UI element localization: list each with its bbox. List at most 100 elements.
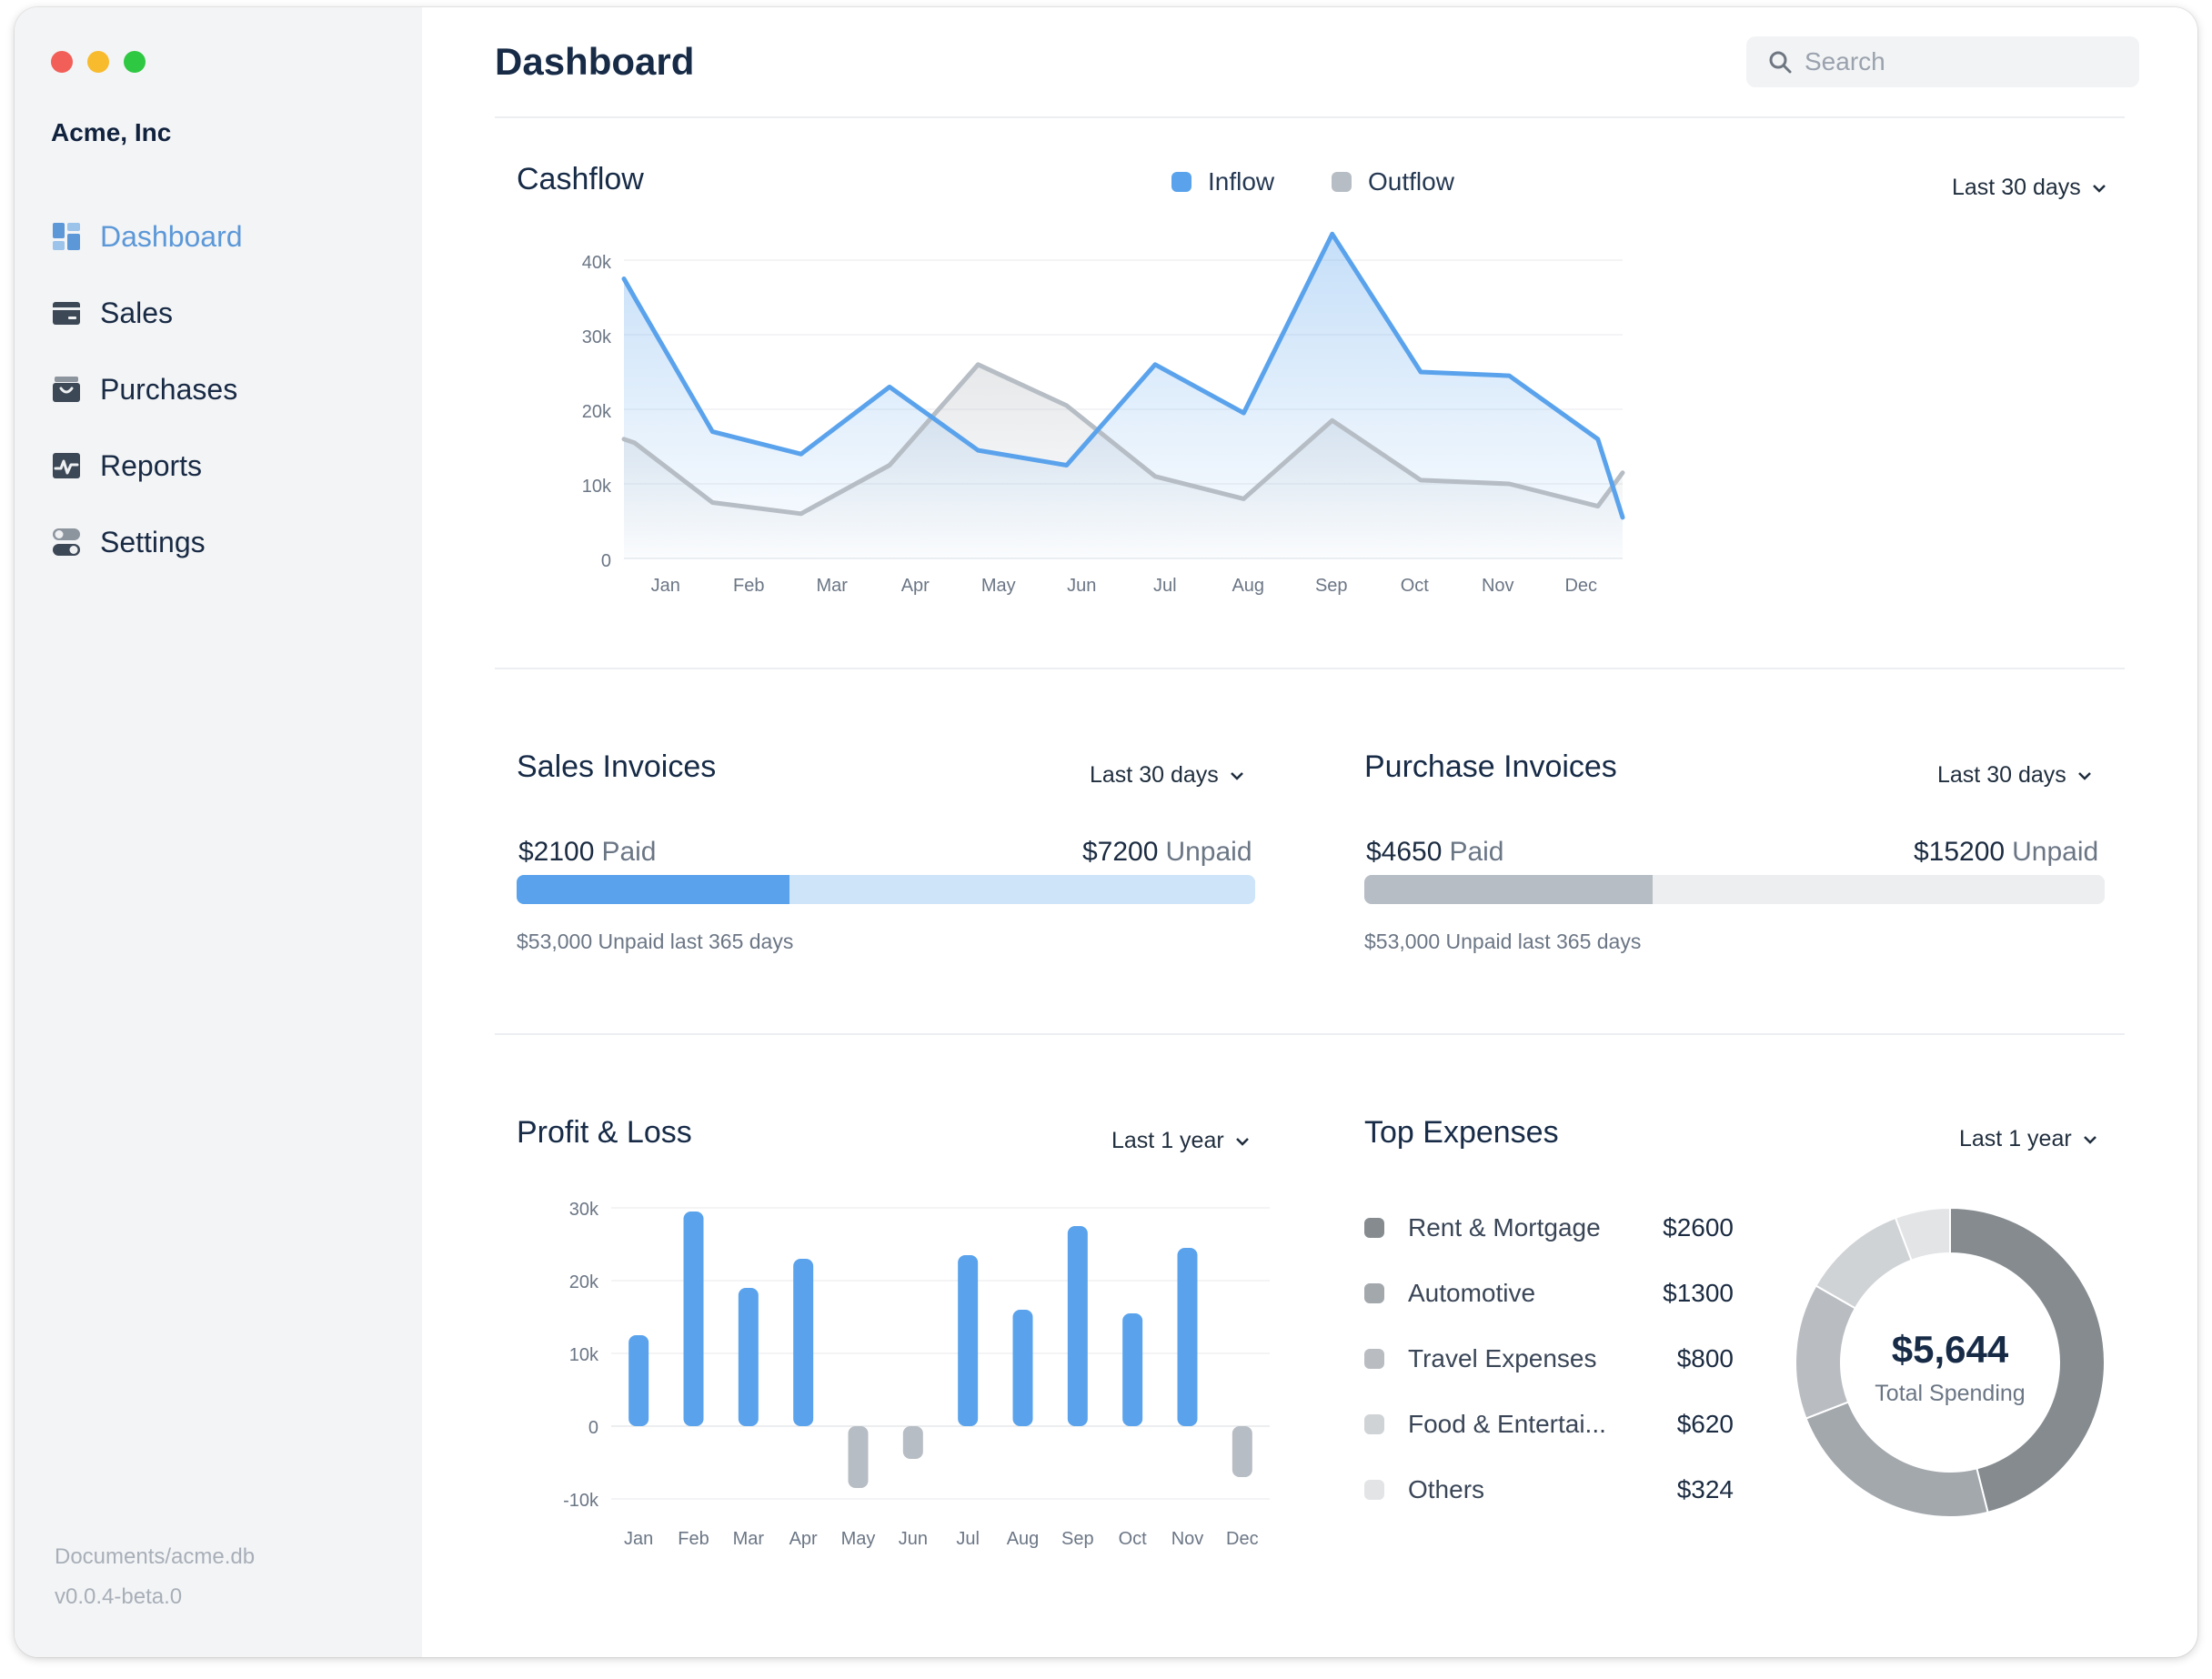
search-placeholder: Search [1805,47,1885,75]
y-tick-label: 10k [582,477,612,497]
bar-nov [1177,1248,1198,1426]
sidebar-item-label: Dashboard [100,219,243,253]
divider [495,1033,2125,1035]
sales-period-select[interactable]: Last 30 days [1090,762,1244,789]
expense-swatch [1364,1414,1384,1434]
total-spending-value: $5,644 [1892,1328,2009,1371]
expense-value: $324 [1676,1475,1734,1503]
expense-name: Food & Entertai... [1408,1410,1606,1438]
x-tick-label: May [981,576,1016,596]
bar-dec [1232,1426,1252,1477]
x-tick-label: Mar [817,576,849,596]
expense-swatch [1364,1480,1384,1500]
legend-outflow-label: Outflow [1368,167,1454,196]
expense-row-automotive: Automotive $1300 [1364,1275,1734,1312]
expense-value: $2600 [1663,1213,1734,1242]
y-tick-label: 0 [601,551,611,571]
bar-may [848,1426,869,1488]
expense-row-travel: Travel Expenses $800 [1364,1341,1734,1377]
sidebar-item-purchases[interactable]: Purchases [51,351,415,427]
sidebar-item-dashboard[interactable]: Dashboard [51,198,415,275]
minimize-button[interactable] [87,51,109,73]
sales-paid: $2100 Paid [518,837,656,868]
unpaid-amount: $15200 [1914,837,2006,867]
expense-name: Others [1408,1475,1485,1503]
x-tick-label: Jul [1153,576,1177,596]
expense-swatch [1364,1349,1384,1369]
bar-sep [1067,1226,1088,1426]
top-expenses-donut: $5,644 Total Spending [1795,1206,2106,1518]
purchases-icon [51,374,82,405]
legend-inflow-label: Inflow [1208,167,1275,196]
x-tick-label: Dec [1226,1529,1259,1549]
purchase-unpaid: $15200 Unpaid [1914,837,2098,868]
purchase-unpaid-note: $53,000 Unpaid last 365 days [1364,930,1642,953]
profit-loss-chart: 30k 20k 10k 0 -10k Jan Feb Mar Apr May Jun Jul Aug Se… [563,1200,1270,1549]
x-tick-label: Dec [1564,576,1597,596]
chevron-down-icon [2092,184,2106,193]
x-tick-label: Feb [733,576,764,596]
donut-slice-4 [1894,1206,1951,1262]
sales-invoices-title: Sales Invoices [517,749,717,784]
sidebar-item-reports[interactable]: Reports [51,427,415,504]
x-tick-label: Jul [956,1529,980,1549]
close-button[interactable] [51,51,73,73]
settings-icon [51,527,82,558]
sidebar-item-sales[interactable]: Sales [51,275,415,351]
bar-oct [1122,1313,1143,1426]
y-tick-label: 30k [569,1200,599,1220]
unpaid-amount: $7200 [1082,837,1159,867]
sidebar-item-settings[interactable]: Settings [51,504,415,580]
maximize-button[interactable] [124,51,146,73]
period-label: Last 1 year [1111,1128,1224,1153]
profit-loss-period-select[interactable]: Last 1 year [1111,1128,1250,1154]
x-tick-label: May [841,1529,876,1549]
inflow-area [624,234,1623,558]
period-label: Last 1 year [1959,1126,2072,1151]
expense-row-rent: Rent & Mortgage $2600 [1364,1210,1734,1246]
inflow-line [621,231,1625,520]
x-tick-label: Jun [1067,576,1096,596]
y-tick-label: 40k [582,253,612,273]
bar-apr [793,1259,814,1426]
x-tick-label: Nov [1482,576,1514,596]
version-label: v0.0.4-beta.0 [55,1584,183,1609]
sidebar-item-label: Purchases [100,372,238,406]
chevron-down-icon [2077,771,2091,780]
chevron-down-icon [2083,1135,2096,1144]
purchase-period-select[interactable]: Last 30 days [1937,762,2092,789]
x-tick-label: Sep [1061,1529,1094,1549]
top-expenses-title: Top Expenses [1364,1115,1559,1150]
legend-outflow[interactable]: Outflow [1332,167,1454,196]
cashflow-period-select[interactable]: Last 30 days [1952,175,2106,201]
donut-slice-0 [1949,1206,2106,1514]
sales-progress-bar [517,875,1255,904]
paid-amount: $4650 [1366,837,1443,867]
paid-amount: $2100 [518,837,595,867]
x-tick-label: Oct [1119,1529,1148,1549]
sales-progress-fill [517,875,790,904]
expense-name: Travel Expenses [1408,1344,1597,1372]
top-expenses-period-select[interactable]: Last 1 year [1959,1126,2097,1152]
unpaid-label: Unpaid [1165,837,1252,867]
expense-name: Rent & Mortgage [1408,1213,1601,1242]
search-icon [1769,51,1792,74]
legend-inflow[interactable]: Inflow [1171,167,1274,196]
app-window: Acme, Inc Dashboard Sales Purchases [15,7,2197,1657]
bar-jul [958,1255,979,1426]
total-spending-label: Total Spending [1875,1381,2025,1406]
search-input[interactable]: Search [1746,36,2139,87]
sidebar-item-label: Sales [100,296,174,329]
period-label: Last 30 days [1090,762,1219,788]
paid-label: Paid [601,837,657,867]
main-content: Dashboard Search Cashflow Inflow Outflow… [422,7,2197,1657]
divider [495,116,2125,118]
company-name[interactable]: Acme, Inc [51,118,172,146]
sales-unpaid: $7200 Unpaid [1082,837,1252,868]
sidebar-footer: Documents/acme.db v0.0.4-beta.0 [55,1537,255,1617]
file-path[interactable]: Documents/acme.db [55,1544,256,1569]
y-tick-label: 10k [569,1345,599,1365]
purchase-invoices-title: Purchase Invoices [1364,749,1617,784]
x-tick-label: Apr [789,1529,818,1549]
x-tick-label: Sep [1315,576,1348,596]
